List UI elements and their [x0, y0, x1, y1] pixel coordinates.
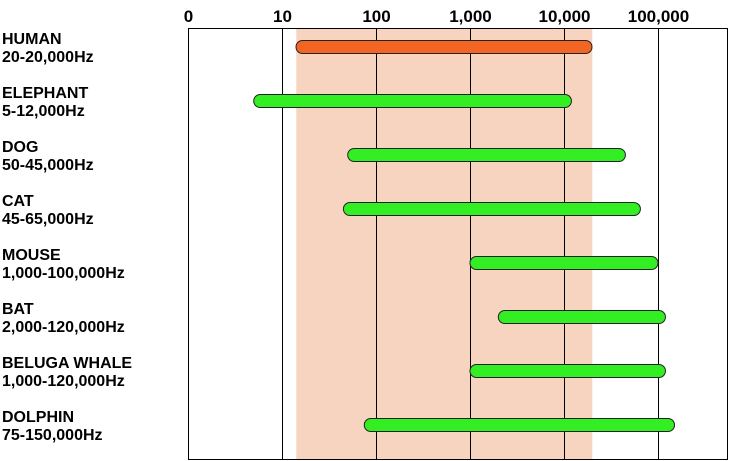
bar-layer: [253, 40, 676, 432]
range-bar-cat: [342, 202, 641, 216]
x-tick-label: 1,000: [449, 7, 492, 26]
x-tick-label: 100,000: [628, 7, 689, 26]
x-tick-label: 10: [273, 7, 292, 26]
category-name: CAT: [2, 193, 34, 210]
category-name: BAT: [2, 301, 34, 318]
range-label: 75-150,000Hz: [2, 427, 103, 444]
range-label: 2,000-120,000Hz: [2, 319, 125, 336]
row-label-human: HUMAN 20-20,000Hz: [2, 31, 94, 67]
row-label-dolphin: DOLPHIN 75-150,000Hz: [2, 409, 103, 445]
x-tick-label: 100: [362, 7, 390, 26]
row-label-elephant: ELEPHANT 5-12,000Hz: [2, 85, 88, 121]
row-label-dog: DOG 50-45,000Hz: [2, 139, 94, 175]
range-bar-dog: [347, 148, 626, 162]
range-label: 5-12,000Hz: [2, 103, 85, 120]
range-label: 1,000-100,000Hz: [2, 265, 125, 282]
range-label: 45-65,000Hz: [2, 211, 94, 228]
category-name: DOLPHIN: [2, 409, 74, 426]
tick-label-layer: 0 10 100 1,000 10,000 100,000: [184, 7, 689, 26]
highlight-band: [296, 29, 593, 459]
range-bar-beluga-whale: [469, 364, 666, 378]
highlight-band-layer: [296, 29, 593, 459]
category-name: DOG: [2, 139, 39, 156]
range-label: 20-20,000Hz: [2, 49, 94, 66]
row-label-bat: BAT 2,000-120,000Hz: [2, 301, 125, 337]
plot-frame: [188, 28, 728, 460]
range-bar-human: [295, 40, 593, 54]
row-label-beluga-whale: BELUGA WHALE 1,000-120,000Hz: [2, 355, 132, 391]
row-label-mouse: MOUSE 1,000-100,000Hz: [2, 247, 125, 283]
range-bar-mouse: [469, 256, 659, 270]
range-label: 50-45,000Hz: [2, 157, 94, 174]
category-name: ELEPHANT: [2, 85, 89, 102]
category-name: BELUGA WHALE: [2, 355, 133, 372]
x-tick-label: 10,000: [539, 7, 591, 26]
range-label: 1,000-120,000Hz: [2, 373, 125, 390]
range-bar-dolphin: [363, 418, 676, 432]
category-name: HUMAN: [2, 31, 62, 48]
range-bar-elephant: [253, 94, 572, 108]
row-label-cat: CAT 45-65,000Hz: [2, 193, 94, 229]
x-tick-label: 0: [184, 7, 193, 26]
range-bar-bat: [497, 310, 666, 324]
category-name: MOUSE: [2, 247, 61, 264]
